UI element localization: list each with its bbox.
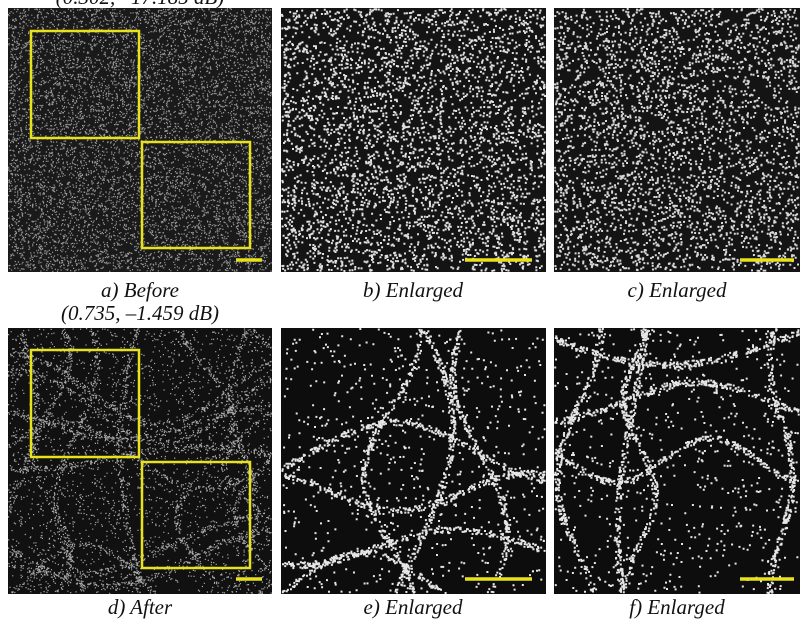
caption: e) Enlarged	[364, 595, 463, 619]
caption: a) Before	[101, 278, 179, 302]
metric: (0.735, –1.459 dB)	[61, 301, 219, 325]
caption: d) After	[108, 595, 173, 619]
caption: b) Enlarged	[363, 278, 464, 302]
caption: c) Enlarged	[628, 278, 727, 302]
figure: (0.302, –17.185 dB) a) Before b) Enlarge…	[0, 0, 807, 623]
page: Before / After figure {"figure": { "top_…	[0, 0, 807, 623]
metric: (0.302, –17.185 dB)	[56, 0, 225, 9]
body: (0.302, –17.185 dB) a) Before b) Enlarge…	[0, 0, 807, 623]
caption: f) Enlarged	[629, 595, 725, 619]
